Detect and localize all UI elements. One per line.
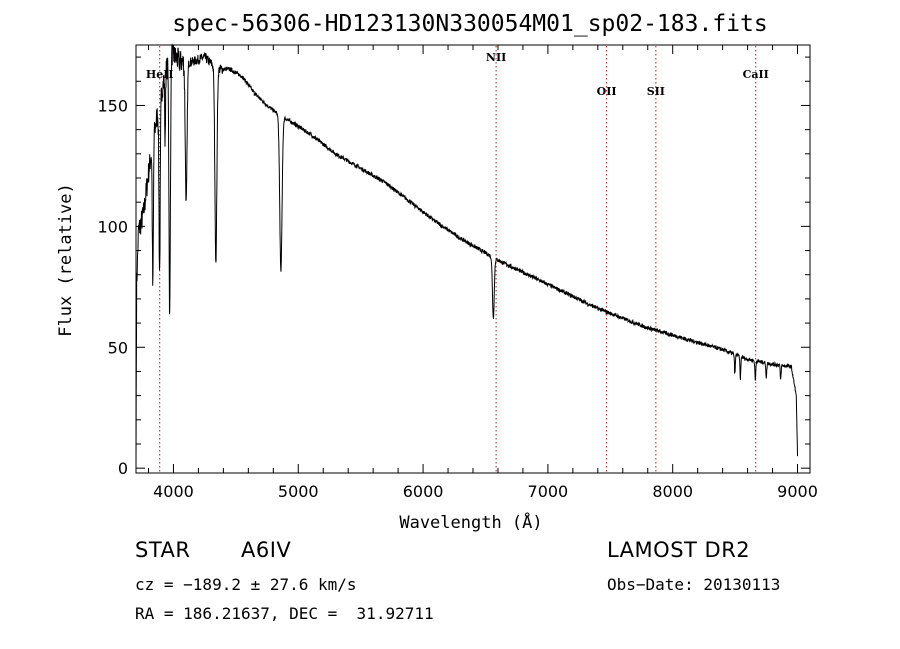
- chart-title: spec-56306-HD123130N330054M01_sp02-183.f…: [172, 11, 767, 37]
- y-tick-label: 100: [97, 217, 128, 236]
- y-tick-label: 0: [118, 459, 128, 478]
- y-tick-label: 50: [108, 338, 128, 357]
- line-markers: HeII NII OII SII CaII: [146, 46, 769, 472]
- axis-ticks: 4000 5000 6000 7000 8000 9000 0 50 100 150: [97, 45, 818, 501]
- x-tick-label: 9000: [777, 482, 818, 501]
- plot-frame: [135, 44, 811, 474]
- object-type: STAR: [135, 538, 191, 562]
- spectral-line-label: CaII: [743, 68, 769, 81]
- spectral-line-label: HeII: [146, 68, 174, 81]
- spectral-line-label: NII: [486, 51, 506, 64]
- x-tick-label: 4000: [153, 482, 194, 501]
- x-tick-label: 5000: [278, 482, 319, 501]
- spectral-line-label: OII: [597, 85, 617, 98]
- y-tick-label: 150: [97, 96, 128, 115]
- x-axis-label: Wavelength (Å): [399, 511, 542, 533]
- x-tick-label: 6000: [403, 482, 444, 501]
- y-axis-label: Flux (relative): [56, 183, 76, 337]
- obs-date: Obs−Date: 20130113: [607, 575, 781, 594]
- x-tick-label: 7000: [528, 482, 569, 501]
- spectral-line-label: SII: [647, 85, 665, 98]
- spectrum-line: [135, 43, 798, 469]
- survey-name: LAMOST DR2: [607, 538, 751, 562]
- spectral-subclass: A6IV: [241, 538, 292, 562]
- coordinates: RA = 186.21637, DEC = 31.92711: [135, 604, 434, 623]
- plot-area: HeII NII OII SII CaII 4000 5000 6000 7000 8000 90…: [97, 43, 818, 501]
- x-tick-label: 8000: [652, 482, 693, 501]
- redshift-text: cz = −189.2 ± 27.6 km/s: [135, 575, 357, 594]
